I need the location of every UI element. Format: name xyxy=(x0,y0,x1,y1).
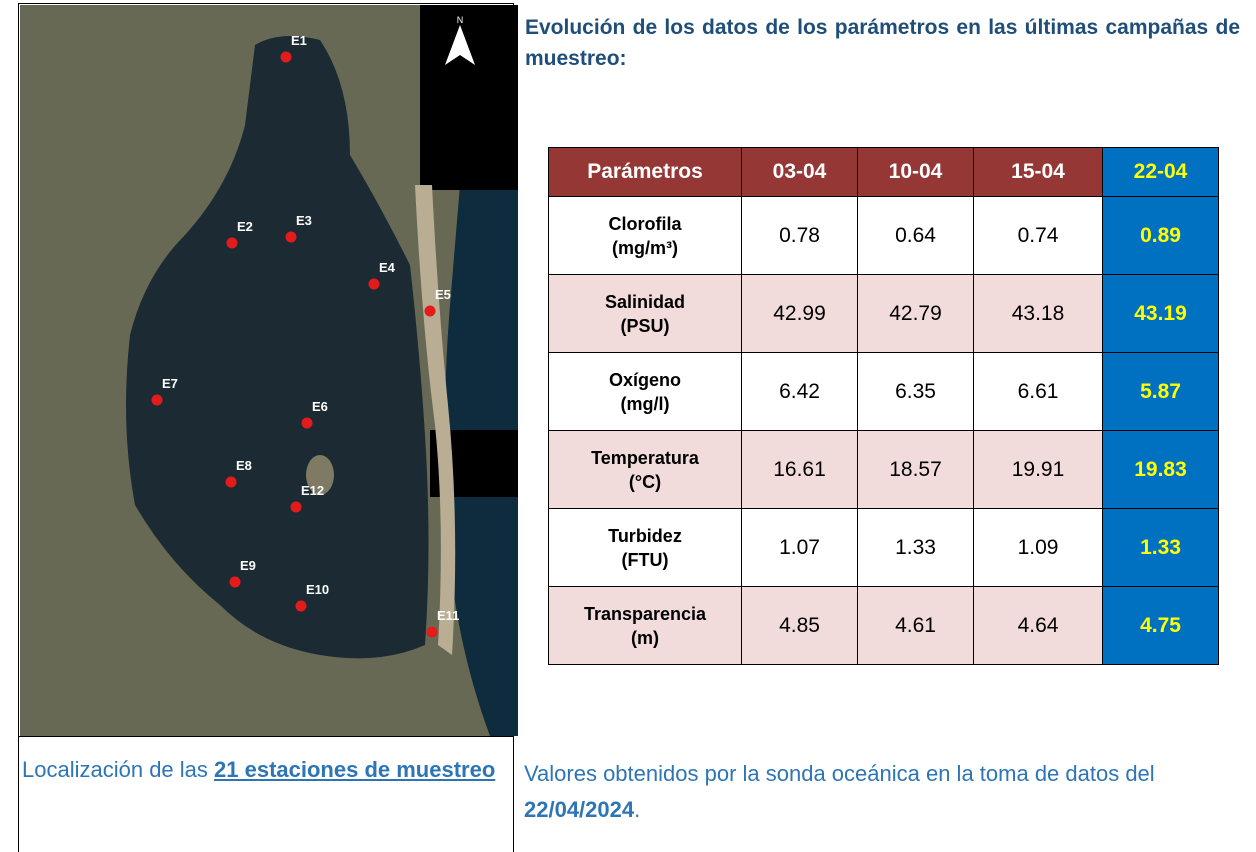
caption: Valores obtenidos por la sonda oceánica … xyxy=(524,756,1244,828)
value-cell: 42.79 xyxy=(858,275,974,353)
parameter-cell: Transparencia(m) xyxy=(549,587,742,665)
station-label: E2 xyxy=(237,219,253,234)
column-header: Parámetros xyxy=(549,148,742,197)
value-cell: 43.18 xyxy=(974,275,1103,353)
parameter-name: Clorofila xyxy=(549,212,741,236)
column-header: 15-04 xyxy=(974,148,1103,197)
station-label: E12 xyxy=(301,483,324,498)
station-label: E3 xyxy=(296,213,312,228)
station-label: E8 xyxy=(236,458,252,473)
value-cell: 6.35 xyxy=(858,353,974,431)
station-dot xyxy=(226,477,237,488)
parameter-cell: Turbidez(FTU) xyxy=(549,509,742,587)
value-cell: 19.91 xyxy=(974,431,1103,509)
caption: Localización de las 21 estaciones de mue… xyxy=(22,752,500,788)
parameter-name: Salinidad xyxy=(549,290,741,314)
value-cell: 0.74 xyxy=(974,197,1103,275)
station-dot xyxy=(296,601,307,612)
value-cell: 4.61 xyxy=(858,587,974,665)
caption-link: 21 estaciones de muestreo xyxy=(214,757,495,782)
value-cell: 6.42 xyxy=(742,353,858,431)
station-dot xyxy=(427,627,438,638)
value-cell: 43.19 xyxy=(1103,275,1219,353)
value-cell: 18.57 xyxy=(858,431,974,509)
parameter-unit: (mg/m³) xyxy=(549,236,741,260)
station-dot xyxy=(230,577,241,588)
value-cell: 5.87 xyxy=(1103,353,1219,431)
value-cell: 0.64 xyxy=(858,197,974,275)
parameter-name: Oxígeno xyxy=(549,368,741,392)
parameter-unit: (m) xyxy=(549,626,741,650)
border xyxy=(18,3,514,4)
value-cell: 16.61 xyxy=(742,431,858,509)
column-header: 22-04 xyxy=(1103,148,1219,197)
value-cell: 1.09 xyxy=(974,509,1103,587)
parameter-cell: Clorofila(mg/m³) xyxy=(549,197,742,275)
parameter-unit: (mg/l) xyxy=(549,392,741,416)
station-label: E9 xyxy=(240,558,256,573)
station-dot xyxy=(227,238,238,249)
station-label: E6 xyxy=(312,399,328,414)
parameter-unit: (°C) xyxy=(549,470,741,494)
parameter-name: Transparencia xyxy=(549,602,741,626)
parameter-unit: (FTU) xyxy=(549,548,741,572)
caption-text: Valores obtenidos por la sonda oceánica … xyxy=(524,761,1155,786)
station-label: E7 xyxy=(162,376,178,391)
parameter-name: Turbidez xyxy=(549,524,741,548)
caption-end: . xyxy=(634,797,640,822)
parameter-cell: Temperatura(°C) xyxy=(549,431,742,509)
station-dot xyxy=(291,502,302,513)
value-cell: 4.64 xyxy=(974,587,1103,665)
value-cell: 1.07 xyxy=(742,509,858,587)
value-cell: 0.89 xyxy=(1103,197,1219,275)
station-label: E5 xyxy=(435,287,451,302)
station-dot xyxy=(281,52,292,63)
station-label: E1 xyxy=(291,33,307,48)
station-label: E4 xyxy=(379,260,396,275)
column-header: 03-04 xyxy=(742,148,858,197)
value-cell: 4.85 xyxy=(742,587,858,665)
parameter-name: Temperatura xyxy=(549,446,741,470)
station-label: E10 xyxy=(306,582,329,597)
caption-text: Localización de las xyxy=(22,757,214,782)
station-dot xyxy=(425,306,436,317)
map: N E1 E2 E3 E4 E5 E6 E7 E8 E9 E10 E11 E12 xyxy=(20,5,518,736)
station-dot xyxy=(286,232,297,243)
parameter-cell: Salinidad(PSU) xyxy=(549,275,742,353)
north-label: N xyxy=(457,15,464,25)
parameter-unit: (PSU) xyxy=(549,314,741,338)
value-cell: 0.78 xyxy=(742,197,858,275)
value-cell: 19.83 xyxy=(1103,431,1219,509)
mask xyxy=(420,5,518,190)
value-cell: 1.33 xyxy=(858,509,974,587)
station-dot xyxy=(369,279,380,290)
value-cell: 1.33 xyxy=(1103,509,1219,587)
caption-date: 22/04/2024 xyxy=(524,797,634,822)
value-cell: 4.75 xyxy=(1103,587,1219,665)
station-label: E11 xyxy=(437,608,459,623)
title: Evolución de los datos de los parámetros… xyxy=(525,12,1240,74)
value-cell: 6.61 xyxy=(974,353,1103,431)
column-header: 10-04 xyxy=(858,148,974,197)
station-dot xyxy=(152,395,163,406)
border xyxy=(18,3,19,852)
border xyxy=(18,736,514,737)
parameter-cell: Oxígeno(mg/l) xyxy=(549,353,742,431)
page: {"header": {"title": "Evolución de los d… xyxy=(0,0,1256,852)
value-cell: 42.99 xyxy=(742,275,858,353)
station-dot xyxy=(302,418,313,429)
